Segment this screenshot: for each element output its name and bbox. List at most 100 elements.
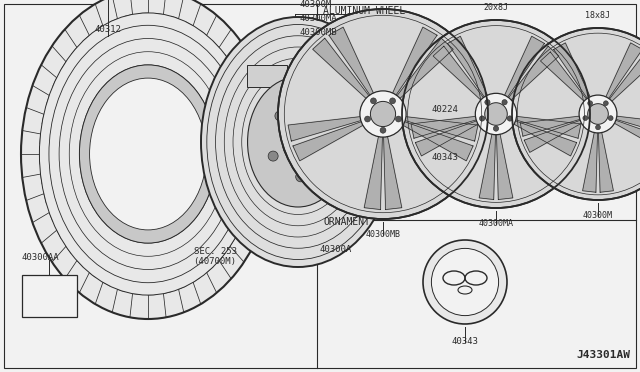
Polygon shape xyxy=(497,132,513,199)
Polygon shape xyxy=(508,46,559,101)
Circle shape xyxy=(583,116,588,121)
Circle shape xyxy=(319,144,330,154)
Polygon shape xyxy=(415,120,479,156)
Circle shape xyxy=(502,100,507,105)
Polygon shape xyxy=(598,131,613,192)
Circle shape xyxy=(512,28,640,200)
FancyBboxPatch shape xyxy=(292,66,322,84)
Circle shape xyxy=(371,98,376,104)
Text: 40300A: 40300A xyxy=(320,245,352,254)
Ellipse shape xyxy=(90,78,207,230)
Ellipse shape xyxy=(365,82,385,96)
Circle shape xyxy=(604,101,608,106)
Circle shape xyxy=(579,95,617,133)
Text: 21x9.5J: 21x9.5J xyxy=(365,0,401,1)
Polygon shape xyxy=(520,116,582,136)
Circle shape xyxy=(423,240,507,324)
Text: 40300AA: 40300AA xyxy=(22,253,60,262)
Ellipse shape xyxy=(59,38,237,269)
Polygon shape xyxy=(540,52,588,102)
Polygon shape xyxy=(329,27,374,97)
Circle shape xyxy=(479,116,484,121)
Circle shape xyxy=(371,102,396,126)
Circle shape xyxy=(275,111,285,121)
Circle shape xyxy=(307,107,317,117)
Polygon shape xyxy=(605,43,640,100)
Text: 40343: 40343 xyxy=(452,337,479,346)
Ellipse shape xyxy=(79,65,216,243)
Polygon shape xyxy=(433,46,484,101)
Ellipse shape xyxy=(79,65,216,243)
Polygon shape xyxy=(513,120,577,156)
Ellipse shape xyxy=(40,13,257,295)
FancyBboxPatch shape xyxy=(22,275,77,317)
Ellipse shape xyxy=(69,52,227,256)
Text: 40343: 40343 xyxy=(432,153,459,162)
Ellipse shape xyxy=(248,77,348,207)
Ellipse shape xyxy=(207,25,389,260)
Ellipse shape xyxy=(233,58,363,226)
Polygon shape xyxy=(613,120,640,153)
Circle shape xyxy=(360,91,406,137)
Polygon shape xyxy=(582,131,598,192)
Circle shape xyxy=(268,151,278,161)
Circle shape xyxy=(390,98,396,104)
Circle shape xyxy=(493,126,499,131)
Circle shape xyxy=(588,104,609,124)
Polygon shape xyxy=(401,121,473,161)
Text: 40312: 40312 xyxy=(95,25,122,34)
Circle shape xyxy=(608,116,613,121)
Polygon shape xyxy=(364,135,383,209)
Ellipse shape xyxy=(216,36,380,248)
Polygon shape xyxy=(609,52,640,102)
Text: 40300M: 40300M xyxy=(583,211,613,220)
Circle shape xyxy=(365,116,371,122)
Polygon shape xyxy=(554,43,591,100)
Polygon shape xyxy=(313,38,370,100)
Text: J43301AW: J43301AW xyxy=(576,350,630,360)
Polygon shape xyxy=(479,132,495,199)
Polygon shape xyxy=(293,121,365,161)
Circle shape xyxy=(396,116,401,122)
Circle shape xyxy=(296,172,306,182)
Text: 40300M: 40300M xyxy=(300,0,332,9)
Circle shape xyxy=(278,9,488,219)
Ellipse shape xyxy=(21,0,275,319)
Polygon shape xyxy=(383,135,402,209)
Circle shape xyxy=(588,101,593,106)
Polygon shape xyxy=(524,120,583,153)
Text: 40300MA: 40300MA xyxy=(479,219,513,228)
Circle shape xyxy=(402,20,590,208)
Circle shape xyxy=(484,103,508,125)
Ellipse shape xyxy=(242,70,355,215)
Text: (40700M): (40700M) xyxy=(193,257,237,266)
Ellipse shape xyxy=(394,93,422,111)
Polygon shape xyxy=(288,116,363,141)
Circle shape xyxy=(476,93,516,135)
Polygon shape xyxy=(514,116,581,138)
Text: SEC. 253: SEC. 253 xyxy=(193,247,237,256)
Polygon shape xyxy=(411,116,478,138)
Text: 40300MA: 40300MA xyxy=(300,14,338,23)
Text: ALUMINUM WHEEL: ALUMINUM WHEEL xyxy=(323,6,405,16)
Text: 20x8J: 20x8J xyxy=(483,3,509,12)
Text: 40224: 40224 xyxy=(432,105,459,114)
Circle shape xyxy=(380,127,386,133)
Polygon shape xyxy=(396,38,453,100)
Ellipse shape xyxy=(224,47,372,237)
Polygon shape xyxy=(403,116,478,141)
Text: ORNAMENT: ORNAMENT xyxy=(323,217,370,227)
Circle shape xyxy=(508,116,513,121)
Polygon shape xyxy=(447,36,488,99)
Circle shape xyxy=(596,125,600,130)
Polygon shape xyxy=(614,116,640,136)
FancyBboxPatch shape xyxy=(247,65,287,87)
Text: 18x8J: 18x8J xyxy=(586,11,611,20)
Text: 40300MB: 40300MB xyxy=(365,230,401,239)
Ellipse shape xyxy=(49,25,247,283)
Polygon shape xyxy=(504,36,545,99)
Polygon shape xyxy=(392,27,437,97)
Circle shape xyxy=(485,100,490,105)
Circle shape xyxy=(431,248,499,315)
Ellipse shape xyxy=(282,122,314,162)
